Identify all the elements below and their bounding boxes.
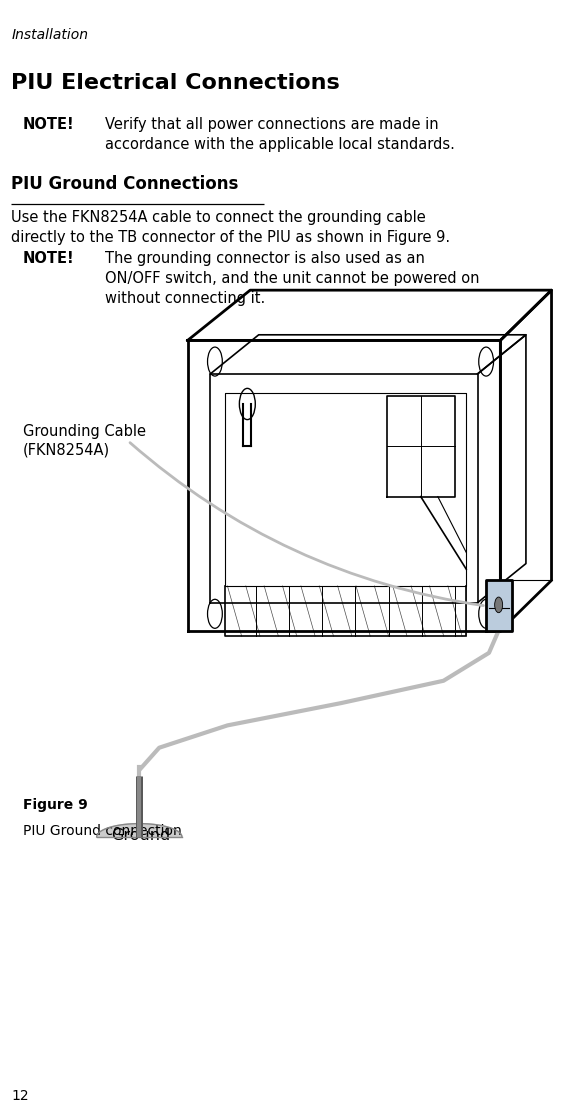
Text: PIU Electrical Connections: PIU Electrical Connections [12,73,340,93]
Text: Installation: Installation [12,28,88,42]
Circle shape [495,597,503,613]
Text: Ground: Ground [111,828,170,843]
Text: NOTE!: NOTE! [23,251,75,266]
Text: Verify that all power connections are made in
accordance with the applicable loc: Verify that all power connections are ma… [105,117,455,152]
Text: Grounding Cable
(FKN8254A): Grounding Cable (FKN8254A) [23,424,146,458]
Text: 12: 12 [12,1088,29,1103]
Text: NOTE!: NOTE! [23,117,75,132]
Text: The grounding connector is also used as an
ON/OFF switch, and the unit cannot be: The grounding connector is also used as … [105,251,480,306]
Text: PIU Ground Connections: PIU Ground Connections [12,175,239,193]
Polygon shape [97,824,182,837]
Text: PIU Ground connection: PIU Ground connection [23,824,181,838]
Text: Figure 9: Figure 9 [23,798,87,812]
Polygon shape [486,580,512,631]
Text: Use the FKN8254A cable to connect the grounding cable
directly to the TB connect: Use the FKN8254A cable to connect the gr… [12,210,450,244]
